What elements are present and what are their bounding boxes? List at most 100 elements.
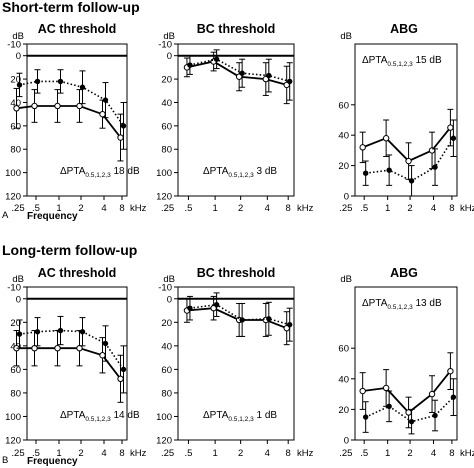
annotation-subscript: 0.5,1,2,3	[228, 172, 254, 179]
x-tick-label: 8	[449, 448, 454, 459]
y-tick-label: -10	[158, 40, 172, 51]
series-line	[186, 60, 287, 86]
x-tick-label: 8	[286, 448, 291, 459]
delta-pta-annotation: ΔPTA0.5,1,2,3 18 dB	[60, 166, 140, 179]
panel-title: ABG	[390, 266, 418, 280]
annotation-subscript: 0.5,1,2,3	[387, 61, 413, 68]
data-point	[120, 366, 127, 373]
series-open-solid	[183, 51, 290, 105]
delta-pta-annotation: ΔPTA0.5,1,2,3 1 dB	[203, 410, 277, 423]
data-point	[386, 403, 392, 410]
panel-title: AC threshold	[38, 266, 116, 280]
y-tick-label: 60	[338, 344, 349, 355]
x-tick-label: .5	[184, 448, 192, 459]
y-tick-label: 20	[161, 318, 172, 329]
data-point	[79, 84, 86, 90]
plot-frame	[26, 43, 128, 197]
y-tick-label: 80	[10, 145, 21, 156]
panel-ac-threshold: AC thresholddB-10020406080100120.25.5124…	[5, 266, 146, 459]
annotation-value: 13 dB	[413, 298, 442, 309]
data-point	[287, 78, 293, 85]
y-tick-label: 100	[156, 168, 172, 179]
y-tick-label: 40	[338, 131, 349, 142]
data-point	[16, 331, 23, 337]
x-tick-label: 2	[78, 448, 83, 459]
y-unit-label: dB	[163, 274, 175, 285]
x-unit-label: kHz	[460, 448, 474, 459]
y-tick-label: 60	[161, 365, 172, 376]
data-point	[386, 167, 392, 173]
y-tick-label: 60	[338, 100, 349, 111]
x-tick-label: 4	[265, 203, 270, 214]
x-tick-label: 8	[119, 203, 124, 214]
data-point	[405, 409, 412, 416]
x-tick-label: 1	[385, 448, 390, 459]
series-filled-dotted	[362, 378, 457, 435]
annotation-subscript: 0.5,1,2,3	[85, 416, 111, 423]
data-point	[408, 418, 415, 425]
y-tick-label: 20	[10, 318, 21, 329]
y-tick-label: 0	[16, 51, 21, 62]
panel-title: BC threshold	[197, 22, 275, 36]
data-point	[187, 62, 193, 68]
data-point	[102, 97, 109, 103]
y-tick-label: 20	[338, 405, 349, 416]
data-point	[432, 164, 438, 170]
x-tick-label: 4	[101, 448, 106, 459]
panel-abg: ABG dB 0 20 40 60 .25 .5 1 2 4 8 kHz ΔPTA0.5,1,2,3 15…	[338, 22, 474, 214]
series-line	[19, 80, 125, 127]
panel-title: AC threshold	[38, 22, 116, 36]
panel-bc-threshold: BC threshold dB-100 20 40 60 80 100 120.25 .5 1 2 4…	[156, 266, 313, 459]
data-point	[447, 367, 454, 375]
delta-pta-annotation: ΔPTA0.5,1,2,3 3 dB	[203, 166, 277, 179]
series-line	[19, 329, 125, 370]
x-unit-label: kHz	[297, 448, 314, 459]
annotation-subscript: 0.5,1,2,3	[387, 304, 413, 311]
data-point	[362, 170, 369, 176]
data-point	[54, 102, 61, 110]
x-tick-label: 4	[431, 448, 436, 459]
x-tick-label: .5	[32, 203, 40, 214]
plot-frame	[354, 286, 458, 441]
data-point	[102, 340, 109, 347]
annotation-value: 3 dB	[254, 166, 278, 177]
x-tick-label: 4	[265, 448, 270, 459]
x-tick-label: 4	[431, 203, 436, 214]
annotation-value: 18 dB	[111, 166, 140, 177]
y-tick-label: 0	[344, 192, 349, 203]
series-open-solid	[183, 295, 290, 346]
y-tick-label: -10	[7, 283, 21, 294]
plot-frame	[177, 286, 295, 441]
data-point	[239, 70, 245, 76]
data-point	[213, 56, 220, 62]
y-tick-label: 80	[161, 145, 172, 156]
x-tick-label: .25	[339, 448, 352, 459]
x-tick-label: .25	[339, 203, 352, 214]
y-tick-label: 80	[10, 388, 21, 399]
panel-bc-threshold: BC threshold dB-100 20 40 60 80 100 120.25 .5 1 2 4…	[156, 22, 313, 214]
y-tick-label: 20	[161, 75, 172, 86]
x-tick-label: 2	[238, 448, 243, 459]
x-tick-label: 2	[407, 203, 412, 214]
data-point	[34, 329, 41, 335]
x-tick-label: .25	[161, 203, 174, 214]
data-point	[120, 123, 127, 129]
data-point	[54, 345, 61, 352]
data-point	[450, 394, 457, 400]
series-open-solid	[359, 108, 454, 180]
x-unit-label: kHz	[460, 203, 474, 214]
y-tick-label: 0	[167, 51, 172, 62]
x-tick-label: 8	[449, 203, 454, 214]
y-tick-label: 40	[338, 374, 349, 385]
x-tick-label: 8	[286, 203, 291, 214]
annotation-prefix: ΔPTA	[60, 166, 86, 177]
x-axis-label: Frequency	[27, 211, 78, 222]
x-tick-label: 1	[56, 203, 61, 214]
series-filled-dotted	[186, 292, 293, 342]
data-point	[362, 414, 369, 420]
y-unit-label: dB	[340, 31, 352, 42]
data-point	[359, 144, 366, 151]
panel-title: BC threshold	[197, 266, 275, 280]
